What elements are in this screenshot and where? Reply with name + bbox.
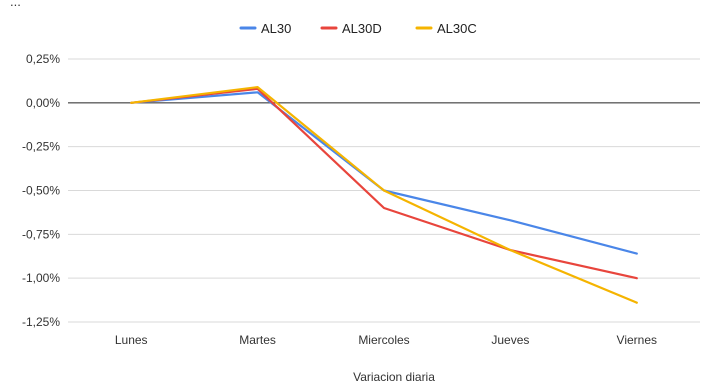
- y-tick-label: -0,75%: [22, 227, 60, 241]
- series-lines: [130, 85, 638, 304]
- legend: AL30 AL30D AL30C: [239, 21, 477, 36]
- series-line-al30c: [130, 85, 638, 304]
- legend-item-al30d: AL30D: [320, 21, 382, 36]
- legend-label: AL30C: [437, 21, 477, 36]
- x-axis: Lunes Martes Miercoles Jueves Viernes: [115, 333, 657, 347]
- x-tick-label: Martes: [239, 333, 276, 347]
- y-tick-label: 0,25%: [26, 52, 60, 66]
- x-tick-label: Miercoles: [358, 333, 409, 347]
- series-line-al30: [130, 91, 638, 255]
- x-tick-label: Jueves: [491, 333, 529, 347]
- legend-label: AL30: [261, 21, 291, 36]
- y-tick-label: 0,00%: [26, 96, 60, 110]
- y-tick-label: -0,50%: [22, 184, 60, 198]
- series-line-al30d: [130, 87, 638, 280]
- legend-item-al30c: AL30C: [415, 21, 477, 36]
- y-axis: 0,25% 0,00% -0,25% -0,50% -0,75% -1,00% -1,25%: [22, 52, 60, 329]
- x-axis-title: Variacion diaria: [353, 370, 435, 384]
- grid-lines: [68, 58, 700, 323]
- y-tick-label: -1,00%: [22, 271, 60, 285]
- y-tick-label: -0,25%: [22, 140, 60, 154]
- legend-item-al30: AL30: [239, 21, 291, 36]
- legend-label: AL30D: [342, 21, 382, 36]
- x-tick-label: Viernes: [617, 333, 657, 347]
- y-tick-label: -1,25%: [22, 315, 60, 329]
- chart-title-cropped: ...: [10, 0, 21, 9]
- x-tick-label: Lunes: [115, 333, 148, 347]
